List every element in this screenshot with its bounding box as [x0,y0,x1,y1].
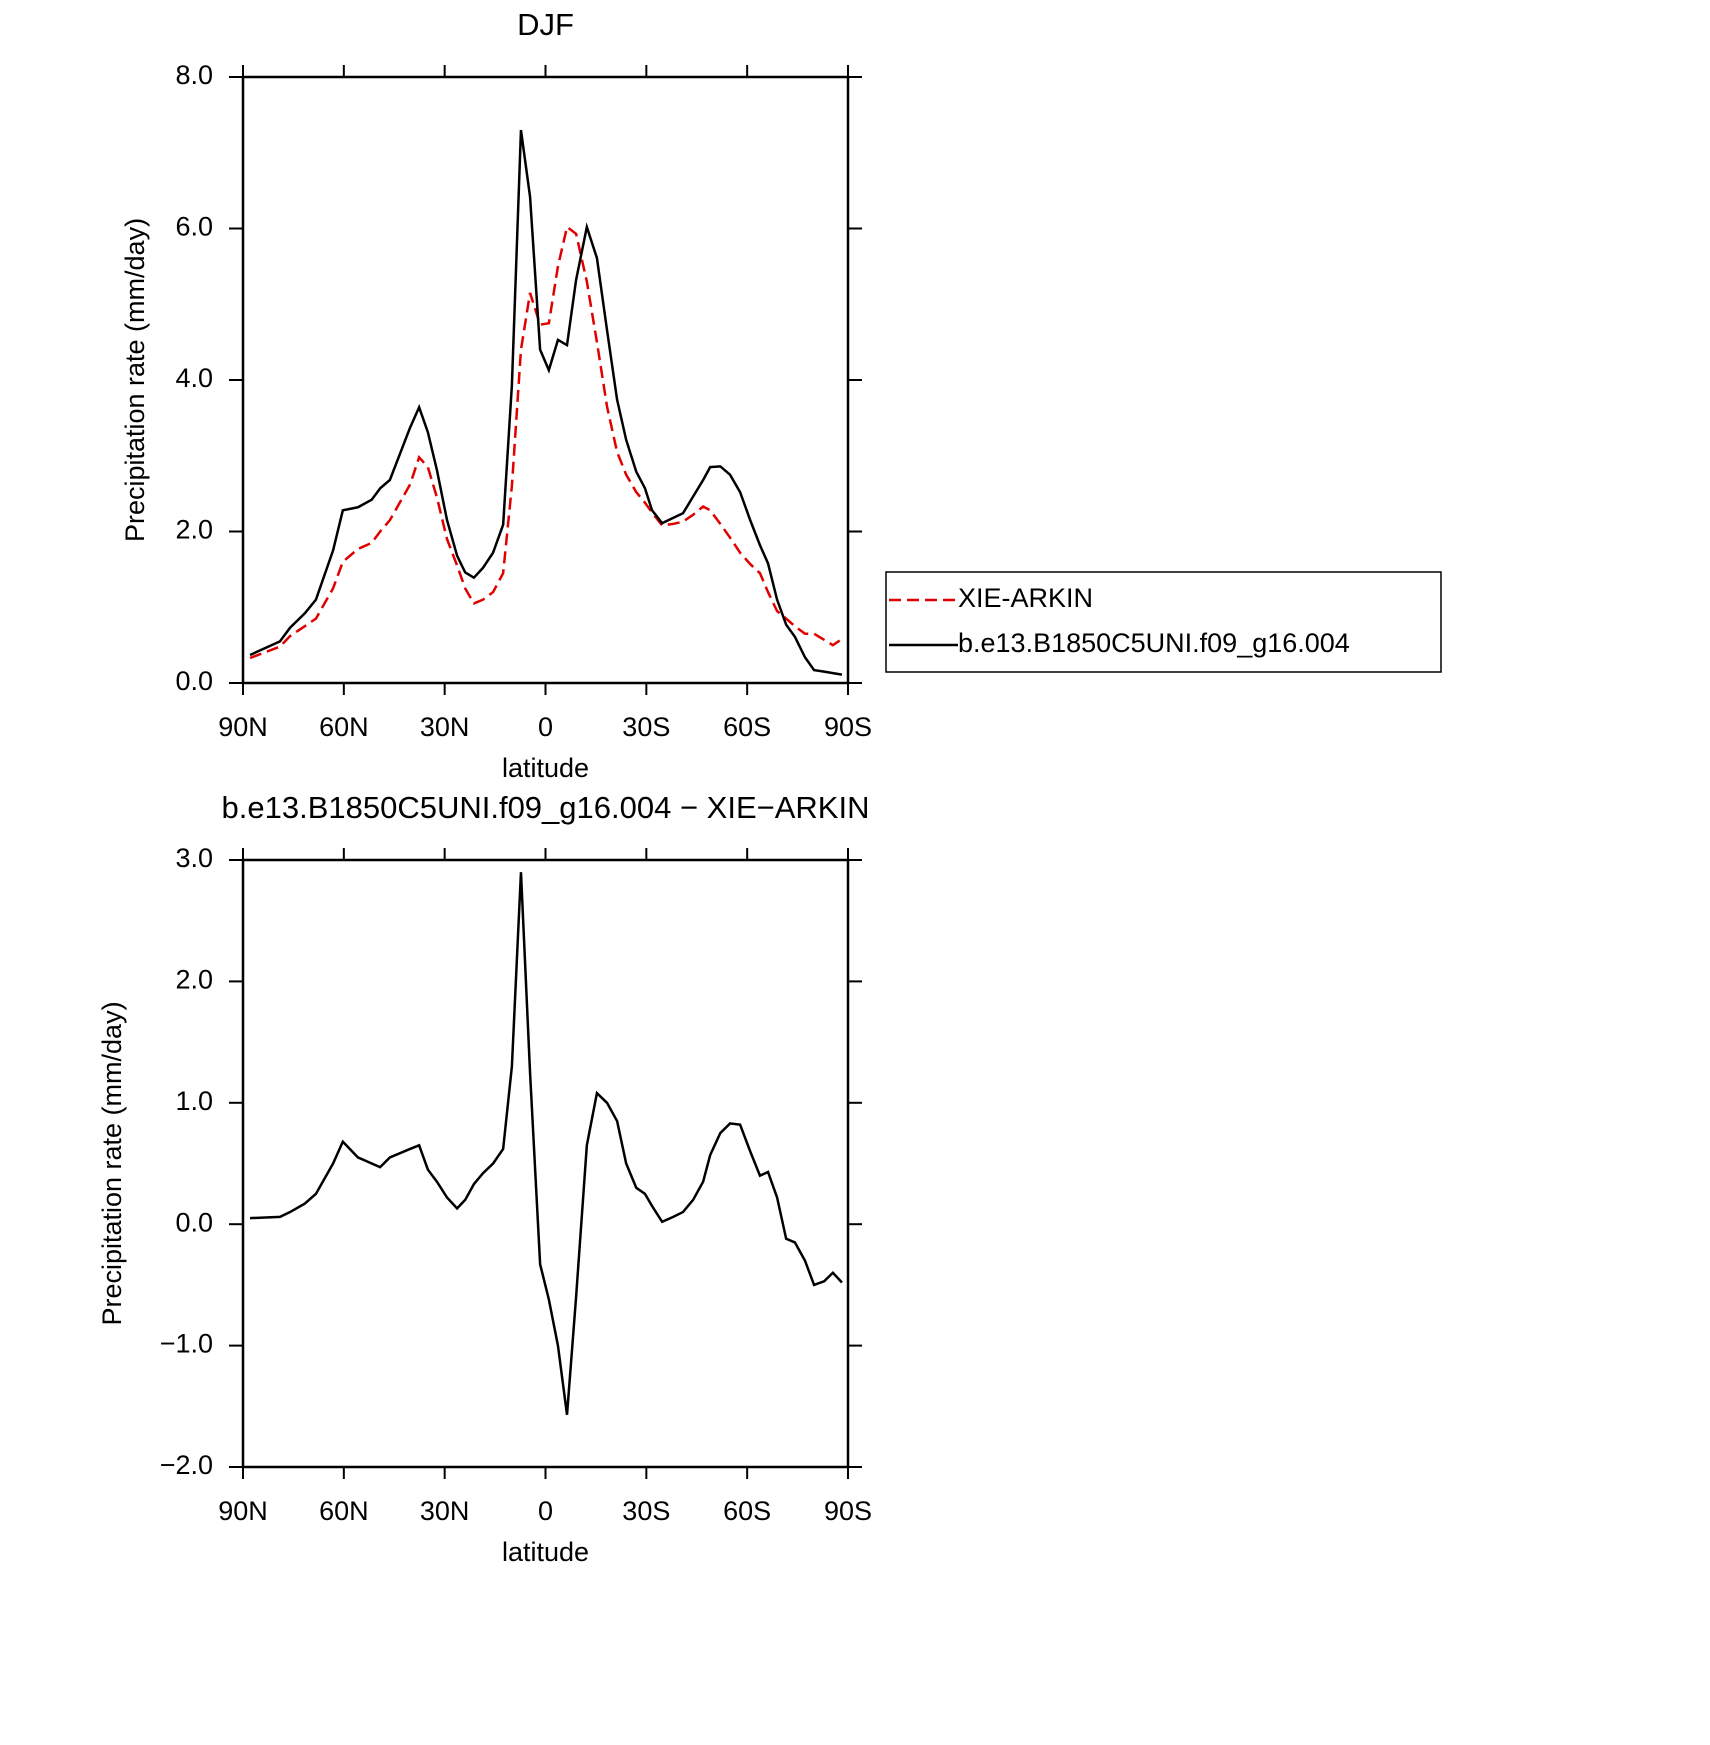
data-line [249,129,843,676]
x-tick-label: 30S [622,712,670,742]
legend-box [885,571,1442,673]
x-tick-label: 0 [538,712,553,742]
x-tick-label: 90N [218,712,268,742]
y-tick-label: 6.0 [175,212,213,242]
y-tick-label: 2.0 [175,965,213,995]
x-tick-label: 60S [723,1496,771,1526]
y-tick-label: 1.0 [175,1086,213,1116]
x-tick-label: 90N [218,1496,268,1526]
chart-title: b.e13.B1850C5UNI.f09_g16.004 − XIE−ARKIN [222,790,870,825]
y-tick-label: 0.0 [175,1207,213,1237]
x-tick-label: 90S [824,712,872,742]
x-tick-label: 60N [319,712,369,742]
y-axis-label: Precipitation rate (mm/day) [97,1001,127,1325]
legend-label: b.e13.B1850C5UNI.f09_g16.004 [958,628,1350,658]
y-tick-label: −2.0 [160,1450,213,1480]
x-tick-label: 30N [420,712,470,742]
plot-frame [241,75,850,685]
y-tick-label: 0.0 [175,666,213,696]
data-line [249,224,843,660]
data-line [250,872,843,1415]
x-tick-label: 30N [420,1496,470,1526]
chart-title: DJF [517,7,574,42]
x-tick-label: 60N [319,1496,369,1526]
y-tick-label: 4.0 [175,363,213,393]
x-tick-label: 90S [824,1496,872,1526]
y-tick-label: 8.0 [175,60,213,90]
y-tick-label: −1.0 [160,1329,213,1359]
legend-label: XIE-ARKIN [958,583,1093,613]
y-tick-label: 3.0 [175,843,213,873]
x-tick-label: 0 [538,1496,553,1526]
y-tick-label: 2.0 [175,515,213,545]
x-axis-label: latitude [502,1537,589,1567]
x-tick-label: 60S [723,712,771,742]
x-axis-label: latitude [502,753,589,783]
x-tick-label: 30S [622,1496,670,1526]
y-axis-label: Precipitation rate (mm/day) [120,218,150,542]
